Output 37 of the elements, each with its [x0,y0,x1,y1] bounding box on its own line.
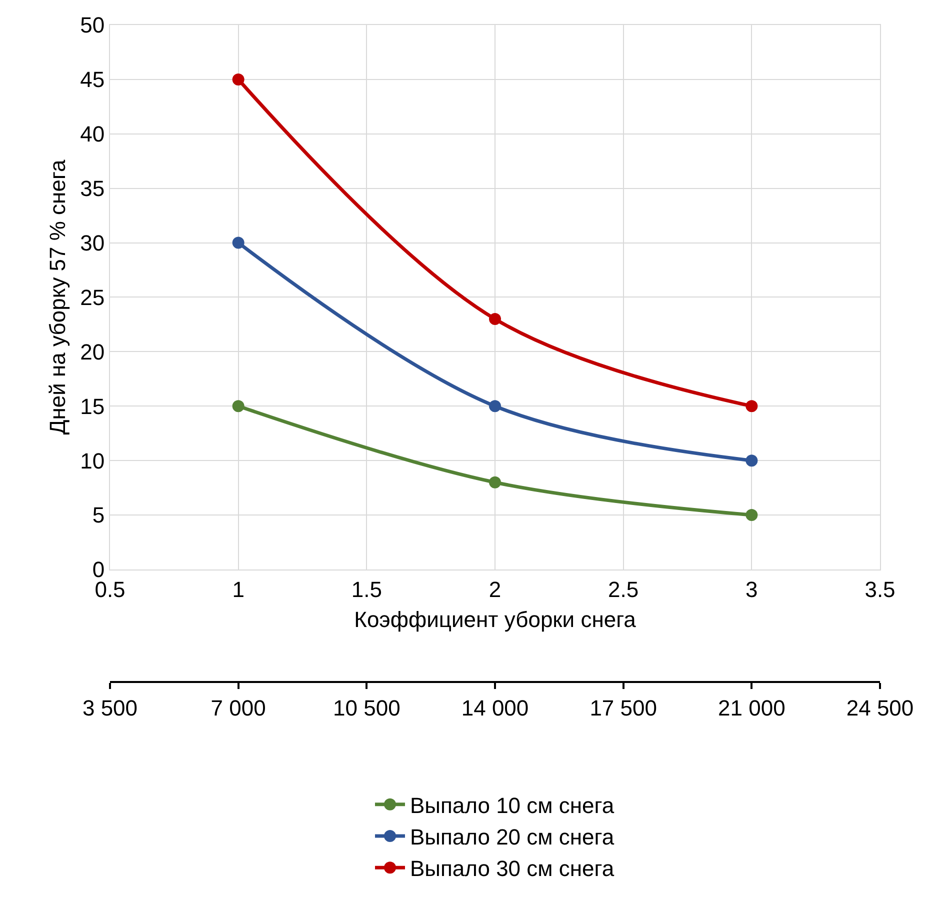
x2-tick-label: 7 000 [210,696,266,721]
point [489,476,501,488]
y-tick-label: 5 [92,502,105,528]
y-tick-label: 35 [80,176,105,202]
x2-tick-label: 10 500 [333,696,400,721]
legend-label: Выпало 30 см снега [410,856,615,882]
x2-tick-label: 24 500 [846,696,914,721]
point [746,509,758,522]
y-tick-label: 45 [80,67,105,92]
y-axis-title: Дней на уборку 57 % снега [44,159,70,435]
x-tick-label: 1.5 [351,576,382,602]
y-tick-label: 10 [80,448,105,474]
x-tick-label: 1 [232,576,244,602]
y-tick-label: 40 [80,122,105,147]
x-tick-label: 3.5 [864,576,896,602]
point [232,73,244,86]
x-tick-label: 2.5 [608,576,639,602]
point [489,313,501,326]
legend-label: Выпало 10 см снега [410,793,615,818]
x2-tick-label: 17 500 [590,696,657,721]
legend-label: Выпало 20 см снега [410,824,615,850]
y-tick-label: 30 [80,230,105,256]
point [489,400,501,412]
y-tick-label: 50 [80,12,105,38]
x2-tick-label: 14 000 [461,696,529,721]
point [746,454,758,467]
x-tick-label: 2 [488,576,502,602]
point [232,400,244,412]
y-tick-label: 25 [80,284,105,310]
x-axis-title: Коэффициент уборки снега [354,606,637,632]
point [746,400,758,412]
y-tick-label: 15 [80,394,105,419]
x2-tick-label: 3 500 [82,696,138,721]
x2-tick-label: 21 000 [718,696,786,721]
y-tick-label: 20 [80,339,105,364]
x-tick-label: 3 [746,576,758,602]
point [232,236,244,249]
